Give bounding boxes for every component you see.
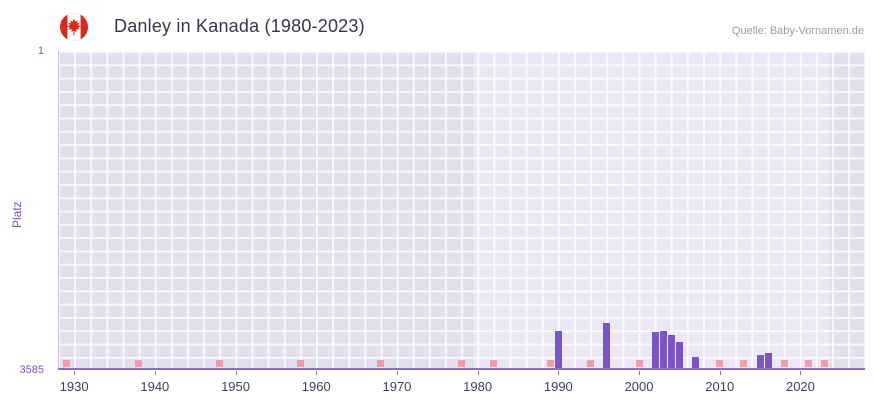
x-tick [316, 371, 318, 375]
x-tick-label-2010: 2010 [705, 379, 735, 394]
unplaced-marker-1994 [587, 360, 595, 367]
bar-2015 [756, 355, 764, 370]
x-tick [74, 371, 76, 375]
x-tick-label-1930: 1930 [59, 379, 89, 394]
x-axis-labels: 1930 1940 1950 1960 1970 1980 1990 2000 2010 2020 [58, 371, 865, 399]
bars-layer [58, 51, 865, 370]
x-tick [639, 371, 641, 375]
x-tick [800, 371, 802, 375]
unplaced-marker-2000 [635, 360, 643, 367]
plot-area [58, 51, 865, 370]
unplaced-marker-1958 [296, 360, 304, 367]
bar-2002 [651, 332, 659, 370]
unplaced-marker-2010 [716, 360, 724, 367]
bar-1990 [554, 331, 562, 370]
page-title: Danley in Kanada (1980-2023) [114, 16, 365, 36]
canada-flag-icon [60, 13, 88, 41]
x-tick [235, 371, 237, 375]
x-tick [558, 371, 560, 375]
x-tick [154, 371, 156, 375]
x-axis-line [58, 368, 865, 370]
x-tick [719, 371, 721, 375]
unplaced-marker-1968 [377, 360, 385, 367]
bar-2005 [675, 341, 683, 370]
unplaced-marker-2018 [780, 360, 788, 367]
x-tick-label-2020: 2020 [785, 379, 815, 394]
x-tick [477, 371, 479, 375]
grid-lines [58, 51, 865, 370]
x-tick-label-1940: 1940 [140, 379, 170, 394]
unplaced-marker-2021 [805, 360, 812, 367]
x-tick-label-1950: 1950 [221, 379, 250, 394]
x-tick [396, 371, 398, 375]
unplaced-marker-2013 [740, 360, 748, 367]
bar-2004 [667, 334, 675, 370]
x-tick-label-1970: 1970 [382, 379, 412, 394]
unplaced-marker-1948 [215, 360, 223, 367]
x-tick-label-1980: 1980 [463, 379, 493, 394]
bar-2007 [692, 357, 700, 370]
bar-1996 [603, 323, 611, 370]
unplaced-marker-1929 [62, 360, 70, 367]
y-tick-label-3585: 3585 [19, 364, 44, 376]
y-axis-labels: 1 3585 [0, 45, 52, 376]
unplaced-marker-1989 [546, 360, 554, 367]
unplaced-marker-2023 [821, 360, 829, 367]
unplaced-marker-1982 [490, 360, 498, 367]
x-tick-label-1960: 1960 [301, 379, 331, 394]
source-credit: Quelle: Baby-Vornamen.de [731, 25, 864, 37]
unplaced-layer [58, 51, 865, 370]
x-tick-label-2000: 2000 [624, 379, 654, 394]
y-axis-line [58, 51, 59, 370]
bar-2003 [659, 331, 667, 370]
x-tick-label-1990: 1990 [543, 379, 573, 394]
unplaced-marker-1978 [458, 360, 465, 367]
bar-2016 [764, 352, 772, 370]
y-tick-label-1: 1 [37, 45, 44, 57]
unplaced-marker-1938 [135, 360, 143, 367]
